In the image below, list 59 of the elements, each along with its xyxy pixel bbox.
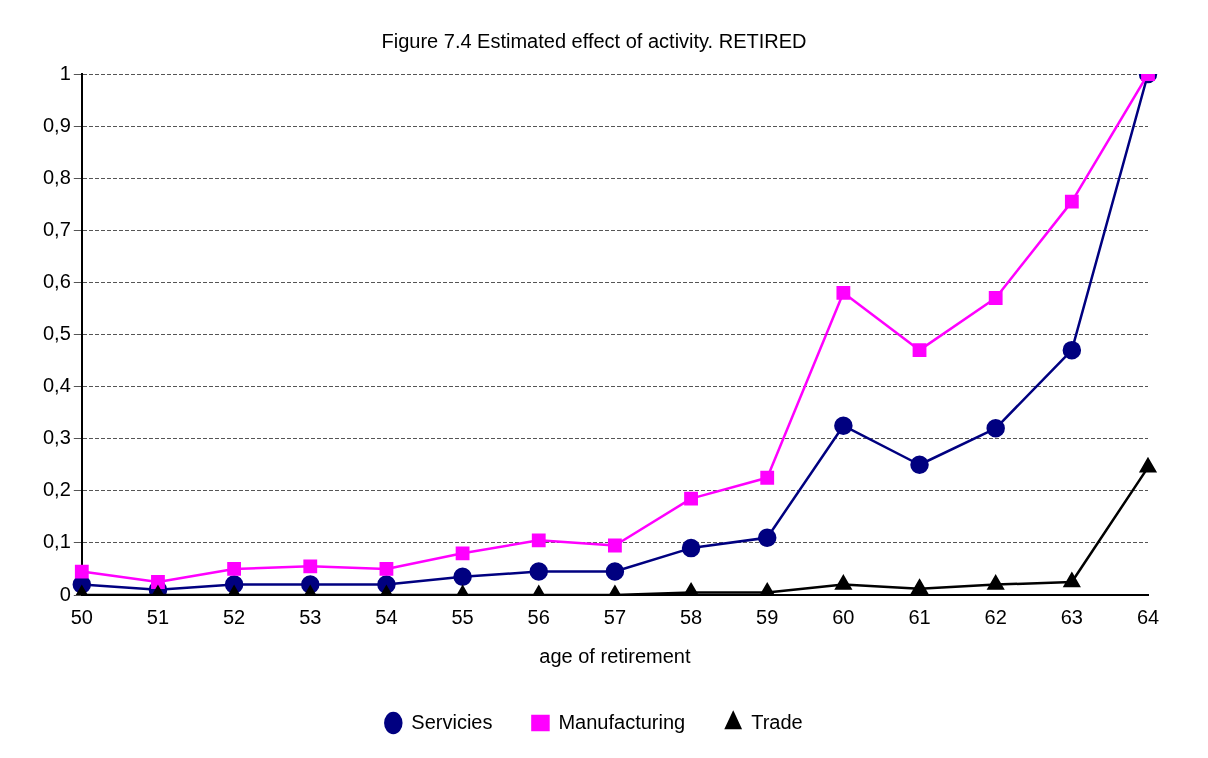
point bbox=[757, 528, 777, 547]
y-tick-label: 0,5 bbox=[42, 322, 71, 345]
point bbox=[911, 579, 928, 594]
point bbox=[910, 455, 929, 474]
point bbox=[988, 291, 1003, 305]
x-tick-label: 59 bbox=[756, 605, 779, 628]
point bbox=[836, 285, 851, 300]
point bbox=[303, 559, 318, 574]
y-tick-label: 1 bbox=[59, 61, 71, 84]
point bbox=[74, 564, 89, 579]
x-tick-label: 64 bbox=[1136, 605, 1160, 628]
x-tick-label: 52 bbox=[222, 605, 246, 628]
x-tick-label: 57 bbox=[603, 605, 627, 628]
point bbox=[455, 546, 470, 561]
x-tick-label: 56 bbox=[527, 605, 550, 628]
point bbox=[453, 567, 472, 587]
x-tick-label: 60 bbox=[832, 605, 855, 628]
x-tick-label: 58 bbox=[679, 605, 703, 628]
x-tick-label: 54 bbox=[375, 605, 398, 628]
y-tick-label: 0,8 bbox=[42, 165, 71, 188]
point bbox=[835, 575, 852, 590]
legend-label: Trade bbox=[751, 710, 803, 733]
y-tick-label: 0,9 bbox=[42, 113, 71, 136]
point bbox=[760, 470, 775, 485]
y-tick-label: 0,6 bbox=[42, 269, 71, 292]
y-tick-label: 0,7 bbox=[42, 217, 71, 240]
point bbox=[1063, 572, 1081, 588]
y-tick-label: 0 bbox=[59, 582, 71, 605]
point bbox=[1062, 340, 1082, 360]
x-tick-label: 51 bbox=[146, 605, 170, 628]
point bbox=[227, 562, 242, 576]
legend-label: Servicies bbox=[411, 710, 493, 733]
point bbox=[531, 533, 546, 548]
x-tick-label: 61 bbox=[908, 605, 931, 628]
x-tick-label: 55 bbox=[451, 605, 474, 628]
point bbox=[987, 575, 1004, 590]
point bbox=[608, 538, 622, 553]
legend-label: Manufacturing bbox=[558, 710, 686, 733]
point bbox=[986, 419, 1005, 438]
point bbox=[605, 562, 625, 581]
point bbox=[912, 343, 927, 358]
y-tick-label: 0,1 bbox=[42, 530, 71, 553]
point bbox=[681, 538, 701, 558]
y-tick-label: 0,4 bbox=[42, 374, 71, 397]
point bbox=[684, 491, 698, 506]
x-tick-label: 63 bbox=[1060, 605, 1083, 628]
point bbox=[1064, 194, 1079, 209]
point bbox=[834, 416, 853, 435]
point bbox=[1139, 458, 1157, 473]
point bbox=[151, 575, 165, 589]
y-tick-label: 0,3 bbox=[42, 426, 71, 449]
point bbox=[379, 562, 394, 576]
x-axis-title: age of retirement bbox=[539, 644, 691, 667]
x-tick-label: 53 bbox=[299, 605, 322, 628]
x-tick-label: 62 bbox=[984, 605, 1007, 628]
point bbox=[529, 562, 548, 581]
x-tick-label: 50 bbox=[70, 605, 93, 628]
chart-title: Figure 7.4 Estimated effect of activity. RETIRED bbox=[381, 29, 807, 52]
y-tick-label: 0,2 bbox=[42, 478, 71, 501]
